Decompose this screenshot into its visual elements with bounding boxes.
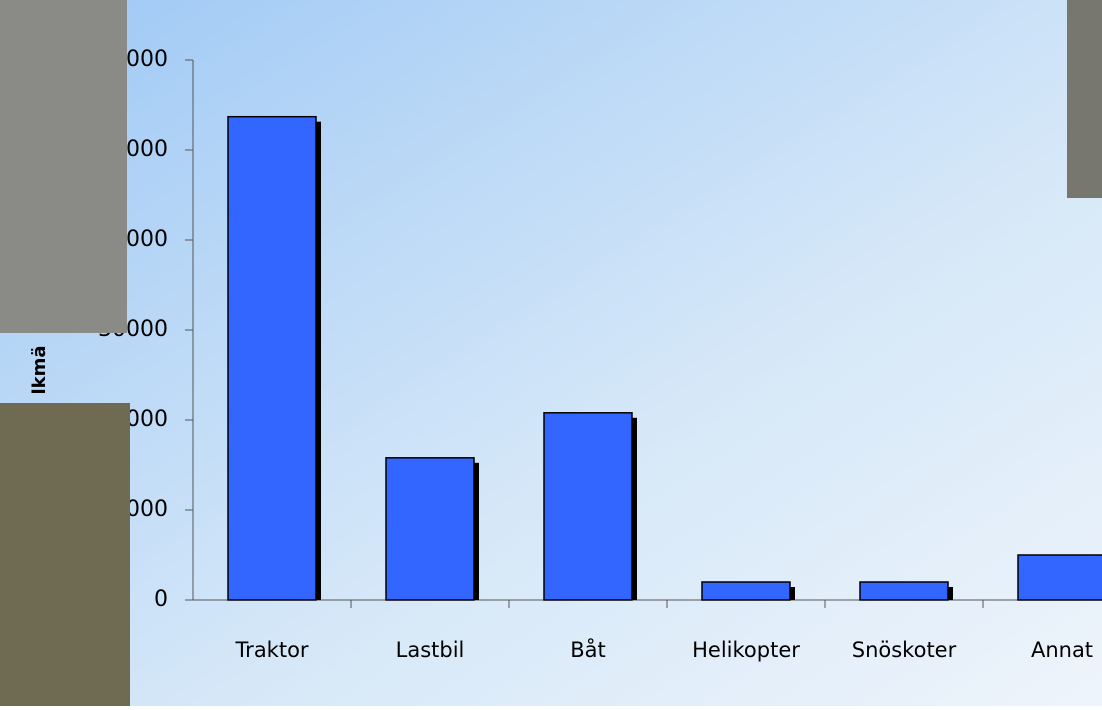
bar (227, 115, 317, 601)
bar (543, 412, 633, 601)
photo (0, 0, 127, 333)
x-tick-label: Lastbil (396, 638, 465, 662)
bar (859, 581, 949, 601)
x-tick-label: Båt (570, 637, 606, 662)
photo (0, 403, 130, 706)
y-tick-label: 0 (154, 587, 168, 612)
y-axis-title: lkmä (29, 345, 50, 394)
photo (1067, 0, 1102, 198)
bar (385, 457, 475, 601)
x-tick-label: Helikopter (692, 638, 800, 662)
x-tick-label: Snöskoter (852, 638, 957, 662)
x-tick-label: Traktor (234, 638, 308, 662)
bar (1017, 554, 1102, 601)
bar (701, 581, 791, 601)
x-tick-label: Annat (1031, 638, 1093, 662)
